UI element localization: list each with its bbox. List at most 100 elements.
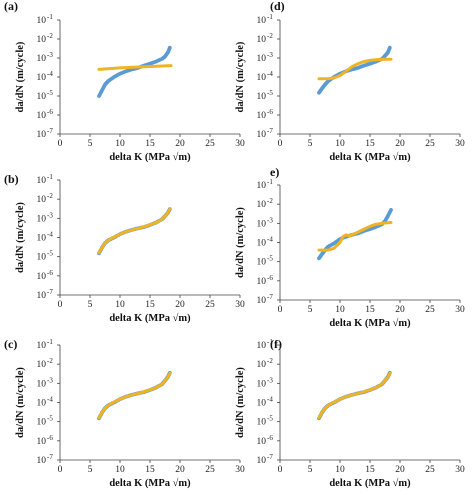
y-tick-exponent: -6 — [47, 108, 53, 116]
y-tick-exponent: -6 — [47, 269, 53, 277]
y-tick-label: 10 — [257, 296, 267, 306]
x-tick-label: 5 — [88, 139, 93, 149]
y-tick-exponent: -3 — [267, 376, 273, 384]
y-tick-label: 10 — [257, 92, 267, 102]
x-tick-label: 0 — [58, 139, 63, 149]
y-tick-label: 10 — [37, 214, 47, 224]
y-tick-exponent: -5 — [47, 89, 53, 97]
panel-label: (b) — [4, 172, 19, 186]
y-tick-exponent: -4 — [47, 396, 53, 404]
x-tick-label: 5 — [308, 139, 313, 149]
panel-label: (d) — [270, 0, 285, 13]
y-tick-exponent: -4 — [47, 70, 53, 78]
x-tick-label: 5 — [308, 305, 313, 315]
y-axis-title: da/dN (m/cycle) — [15, 202, 26, 273]
y-tick-label: 10 — [37, 399, 47, 409]
y-tick-label: 10 — [257, 456, 267, 466]
y-tick-exponent: -3 — [47, 211, 53, 219]
x-tick-label: 20 — [175, 139, 185, 149]
y-tick-exponent: -4 — [47, 231, 53, 239]
series-model-line — [317, 57, 393, 81]
y-tick-label: 10 — [257, 360, 267, 370]
y-tick-label: 10 — [257, 200, 267, 210]
y-tick-label: 10 — [37, 379, 47, 389]
x-tick-label: 30 — [235, 465, 245, 475]
x-tick-label: 15 — [145, 139, 155, 149]
panel-e: e)0 5 10 15 20 25 3010-110-210-310-410-510-610… — [235, 165, 465, 329]
y-tick-exponent: -2 — [267, 197, 273, 205]
panel-label: (c) — [4, 337, 17, 351]
x-tick-label: 30 — [235, 300, 245, 310]
series-experimental-point — [387, 45, 392, 50]
y-tick-label: 10 — [257, 399, 267, 409]
x-tick-label: 0 — [278, 305, 283, 315]
y-tick-exponent: -7 — [47, 288, 53, 296]
x-tick-label: 10 — [115, 465, 125, 475]
y-tick-label: 10 — [257, 16, 267, 26]
x-tick-label: 20 — [395, 139, 405, 149]
y-tick-label: 10 — [257, 418, 267, 428]
y-tick-exponent: -6 — [267, 434, 273, 442]
panel-label: (a) — [4, 0, 18, 13]
y-axis-title: da/dN (m/cycle) — [15, 41, 26, 112]
y-tick-exponent: -3 — [267, 51, 273, 59]
y-tick-label: 10 — [257, 111, 267, 121]
x-axis-title: delta K (MPa √m) — [329, 477, 411, 489]
panel-label: e) — [270, 165, 279, 179]
y-tick-exponent: -7 — [47, 127, 53, 135]
y-tick-exponent: -6 — [47, 434, 53, 442]
x-tick-label: 15 — [145, 465, 155, 475]
y-tick-label: 10 — [257, 73, 267, 83]
y-tick-exponent: -3 — [47, 376, 53, 384]
y-tick-exponent: -1 — [267, 13, 273, 21]
x-tick-label: 10 — [335, 305, 345, 315]
y-tick-exponent: -1 — [47, 173, 53, 181]
x-tick-label: 20 — [395, 465, 405, 475]
y-tick-exponent: -2 — [267, 357, 273, 365]
x-tick-label: 0 — [58, 300, 63, 310]
x-tick-label: 30 — [455, 305, 465, 315]
y-tick-label: 10 — [257, 437, 267, 447]
y-tick-label: 10 — [37, 111, 47, 121]
y-tick-exponent: -7 — [47, 453, 53, 461]
y-tick-exponent: -3 — [267, 216, 273, 224]
x-tick-label: 30 — [235, 139, 245, 149]
y-tick-exponent: -5 — [267, 89, 273, 97]
x-tick-label: 0 — [58, 465, 63, 475]
y-tick-label: 10 — [37, 272, 47, 282]
x-tick-label: 15 — [145, 300, 155, 310]
y-axis-title: da/dN (m/cycle) — [15, 367, 26, 438]
x-axis-title: delta K (MPa √m) — [329, 317, 411, 329]
x-tick-label: 25 — [425, 139, 435, 149]
x-tick-label: 10 — [335, 139, 345, 149]
y-tick-exponent: -1 — [47, 13, 53, 21]
y-tick-label: 10 — [257, 379, 267, 389]
y-tick-label: 10 — [257, 181, 267, 191]
x-tick-label: 20 — [175, 300, 185, 310]
x-tick-label: 20 — [175, 465, 185, 475]
x-axis-title: delta K (MPa √m) — [109, 312, 191, 324]
series-experimental-point — [167, 45, 172, 50]
y-tick-exponent: -2 — [267, 32, 273, 40]
y-tick-label: 10 — [37, 130, 47, 140]
y-tick-exponent: -5 — [47, 415, 53, 423]
x-tick-label: 25 — [425, 465, 435, 475]
x-tick-label: 20 — [395, 305, 405, 315]
y-tick-exponent: -2 — [47, 357, 53, 365]
y-tick-label: 10 — [37, 176, 47, 186]
x-tick-label: 25 — [205, 139, 215, 149]
y-tick-exponent: -5 — [267, 255, 273, 263]
y-tick-exponent: -7 — [267, 293, 273, 301]
x-tick-label: 10 — [115, 139, 125, 149]
y-tick-label: 10 — [37, 360, 47, 370]
y-tick-exponent: -4 — [267, 396, 273, 404]
x-axis-title: delta K (MPa √m) — [109, 477, 191, 489]
y-tick-label: 10 — [257, 277, 267, 287]
y-tick-label: 10 — [37, 35, 47, 45]
y-tick-exponent: -4 — [267, 70, 273, 78]
y-tick-label: 10 — [257, 54, 267, 64]
x-tick-label: 15 — [365, 139, 375, 149]
panel-label: (f) — [270, 337, 282, 351]
